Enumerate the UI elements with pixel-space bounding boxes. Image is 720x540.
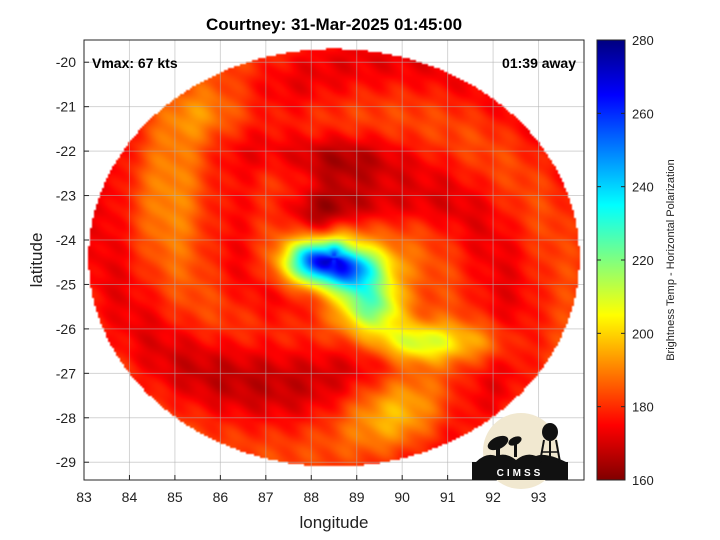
water-tower-icon xyxy=(539,423,561,463)
colorbar-tick-label: 220 xyxy=(632,253,654,268)
vmax-annotation: Vmax: 67 kts xyxy=(92,55,178,71)
y-tick-label: -20 xyxy=(56,54,76,70)
grid-lines xyxy=(83,40,584,480)
plot-frame xyxy=(83,39,585,481)
x-tick-label: 86 xyxy=(213,489,229,505)
y-tick-label: -27 xyxy=(56,365,76,381)
y-axis-ticks: -20 -21 -22 -23 -24 -25 -26 -27 -28 -29 xyxy=(56,54,89,470)
y-tick-label: -26 xyxy=(56,321,76,337)
y-tick-label: -21 xyxy=(56,99,76,115)
colorbar-label: Brightness Temp - Horizontal Polarizatio… xyxy=(665,159,677,361)
colorbar-ticks: 160 180 200 220 240 260 280 xyxy=(597,33,654,488)
x-tick-label: 83 xyxy=(76,489,92,505)
y-axis-label: latitude xyxy=(27,233,46,288)
chart-title: Courtney: 31-Mar-2025 01:45:00 xyxy=(206,15,462,34)
colorbar-tick-label: 260 xyxy=(632,106,654,121)
x-tick-label: 88 xyxy=(303,489,319,505)
colorbar-tick-label: 240 xyxy=(632,180,654,195)
time-away-annotation: 01:39 away xyxy=(502,55,576,71)
x-tick-label: 92 xyxy=(485,489,501,505)
colorbar-gradient xyxy=(596,39,626,481)
y-tick-label: -22 xyxy=(56,143,76,159)
colorbar-tick-label: 160 xyxy=(632,473,654,488)
microwave-swath-image xyxy=(84,40,584,480)
x-axis-label: longitude xyxy=(299,513,368,532)
y-tick-label: -28 xyxy=(56,410,76,426)
x-tick-label: 90 xyxy=(394,489,410,505)
x-tick-label: 84 xyxy=(122,489,138,505)
x-tick-label: 91 xyxy=(440,489,456,505)
y-tick-label: -24 xyxy=(56,232,76,248)
colorbar-tick-label: 280 xyxy=(632,33,654,48)
logo-banner xyxy=(472,462,568,480)
cimss-logo: CIMSS xyxy=(472,413,568,489)
colorbar: 160 180 200 220 240 260 280 Brightness Temp - … xyxy=(596,33,677,488)
logo-text: CIMSS xyxy=(497,468,544,479)
x-tick-label: 89 xyxy=(349,489,365,505)
y-tick-label: -29 xyxy=(56,454,76,470)
x-tick-label: 93 xyxy=(531,489,547,505)
colorbar-tick-label: 200 xyxy=(632,326,654,341)
satellite-dish-icon xyxy=(487,435,522,458)
x-tick-label: 87 xyxy=(258,489,274,505)
y-tick-label: -23 xyxy=(56,188,76,204)
colorbar-tick-label: 180 xyxy=(632,400,654,415)
x-tick-label: 85 xyxy=(167,489,183,505)
x-axis-ticks: 83 84 85 86 87 88 89 90 91 92 93 xyxy=(76,475,547,505)
plot-area: 83 84 85 86 87 88 89 90 91 92 93 -20-21-22-23-24-2… xyxy=(56,39,585,505)
y-tick-label: -25 xyxy=(56,276,76,292)
